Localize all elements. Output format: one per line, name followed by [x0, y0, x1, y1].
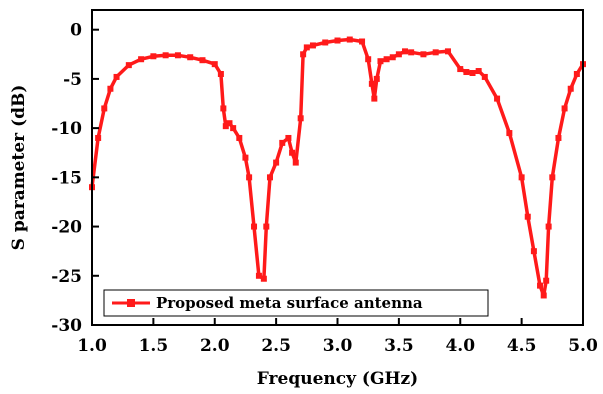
data-point-marker — [273, 159, 280, 166]
y-tick-label: -10 — [51, 119, 82, 139]
series-line — [90, 37, 585, 298]
data-point-marker — [346, 36, 353, 43]
x-tick-label: 4.5 — [507, 336, 537, 356]
data-point-marker — [187, 54, 194, 61]
y-axis-ticks: 0 -5 -10 -15 -20 -25 -30 — [51, 21, 99, 336]
data-point-marker — [113, 73, 120, 80]
x-tick-label: 2.5 — [261, 336, 291, 356]
data-point-marker — [309, 42, 316, 49]
x-tick-label: 1.5 — [139, 336, 169, 356]
data-point-marker — [255, 272, 262, 279]
data-point-marker — [300, 51, 307, 58]
data-point-marker — [222, 123, 229, 130]
data-point-marker — [524, 213, 531, 220]
data-point-marker — [402, 48, 409, 55]
data-point-marker — [373, 75, 380, 82]
data-point-marker — [101, 105, 108, 112]
data-point-marker — [107, 85, 114, 92]
data-point-marker — [292, 159, 299, 166]
data-point-marker — [226, 120, 233, 127]
data-point-marker — [383, 56, 390, 63]
data-point-marker — [371, 95, 378, 102]
data-point-marker — [220, 105, 227, 112]
data-point-marker — [540, 292, 547, 299]
data-point-marker — [150, 53, 157, 60]
data-point-marker — [475, 68, 482, 75]
data-point-marker — [334, 37, 341, 44]
data-point-marker — [530, 248, 537, 255]
data-point-marker — [359, 38, 366, 45]
data-point-marker — [389, 54, 396, 61]
data-point-marker — [174, 52, 181, 59]
data-point-marker — [285, 134, 292, 141]
data-point-marker — [242, 154, 249, 161]
x-axis-title: Frequency (GHz) — [257, 369, 418, 389]
data-point-marker — [549, 174, 556, 181]
y-tick-label: 0 — [70, 21, 82, 41]
data-point-marker — [395, 51, 402, 58]
x-tick-label: 2.0 — [200, 336, 230, 356]
data-point-marker — [365, 56, 372, 63]
data-point-marker — [368, 80, 375, 87]
data-point-marker — [303, 44, 310, 51]
y-tick-label: -20 — [51, 218, 82, 238]
data-point-marker — [289, 149, 296, 156]
data-point-marker — [211, 61, 218, 68]
x-tick-label: 3.0 — [323, 336, 353, 356]
legend-box — [103, 289, 489, 317]
data-point-marker — [432, 49, 439, 56]
data-point-marker — [537, 282, 544, 289]
y-tick-label: -5 — [63, 70, 82, 90]
data-point-marker — [506, 130, 513, 137]
data-point-marker — [279, 139, 286, 146]
legend: Proposed meta surface antenna — [103, 289, 489, 317]
data-point-marker — [297, 115, 304, 122]
data-point-marker — [260, 275, 267, 282]
data-point-marker — [322, 39, 329, 46]
data-point-marker — [408, 49, 415, 56]
data-point-marker — [543, 277, 550, 284]
data-point-marker — [95, 134, 102, 141]
x-tick-label: 1.0 — [77, 336, 107, 356]
x-tick-label: 3.5 — [384, 336, 414, 356]
legend-label: Proposed meta surface antenna — [156, 294, 423, 312]
data-point-marker — [236, 134, 243, 141]
y-tick-label: -15 — [51, 168, 82, 188]
data-point-marker — [377, 58, 384, 65]
data-point-marker — [138, 56, 145, 63]
y-tick-label: -25 — [51, 267, 82, 287]
data-point-marker — [545, 223, 552, 230]
data-point-marker — [561, 105, 568, 112]
x-tick-label: 4.0 — [445, 336, 475, 356]
data-point-marker — [573, 70, 580, 77]
data-point-marker — [251, 223, 258, 230]
data-point-marker — [518, 174, 525, 181]
data-point-marker — [217, 70, 224, 77]
data-point-marker — [463, 69, 470, 76]
y-tick-label: -30 — [51, 316, 82, 336]
data-point-marker — [494, 95, 501, 102]
data-point-marker — [469, 70, 476, 76]
data-point-marker — [246, 174, 253, 181]
data-point-marker — [444, 48, 451, 55]
data-point-marker — [457, 66, 464, 73]
data-point-marker — [125, 62, 132, 69]
data-point-marker — [199, 57, 206, 64]
x-axis-ticks: 1.0 1.5 2.0 2.5 3.0 3.5 4.0 4.5 5.0 — [77, 318, 598, 356]
data-point-marker — [266, 174, 273, 181]
data-point-marker — [230, 125, 237, 132]
data-point-marker — [555, 134, 562, 141]
y-axis-title: S parameter (dB) — [9, 85, 29, 251]
series-marker-layer — [89, 36, 586, 299]
legend-marker-sample — [127, 299, 135, 307]
data-point-marker — [263, 223, 270, 230]
data-point-marker — [481, 73, 488, 80]
data-point-marker — [162, 52, 169, 59]
data-point-marker — [420, 51, 427, 58]
x-tick-label: 5.0 — [568, 336, 598, 356]
data-point-marker — [567, 85, 574, 92]
series-curve-layer — [90, 37, 585, 298]
